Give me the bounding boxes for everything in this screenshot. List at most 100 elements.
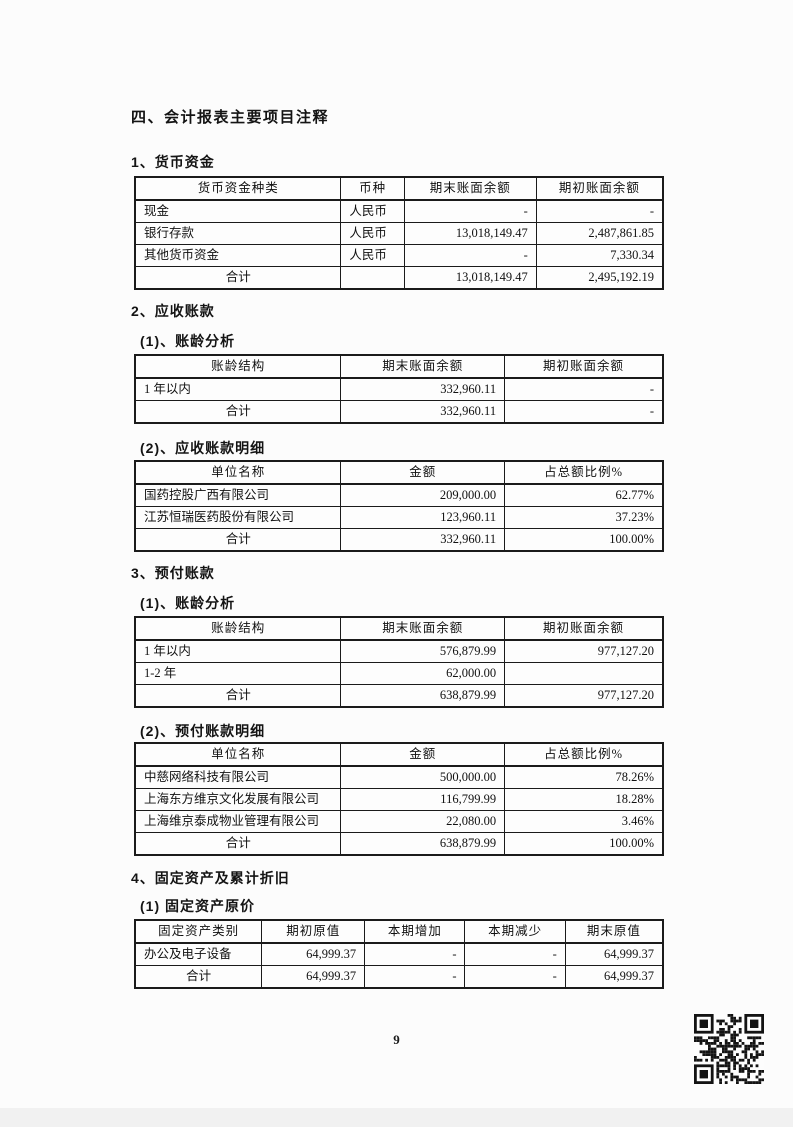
scan-edge [0, 1108, 793, 1127]
table-cell: 977,127.20 [504, 639, 664, 663]
table-cell: 13,018,149.47 [403, 266, 537, 290]
header-row: 单位名称 金额 占总额比例% [134, 742, 664, 767]
table-cell: 638,879.99 [340, 832, 506, 856]
table-cell: 合计 [134, 832, 342, 856]
table-cell: 78.26% [504, 765, 664, 789]
table-prepaid-aging: 账龄结构 期末账面余额 期初账面余额 1 年以内 576,879.99 977,127.2… [134, 616, 664, 708]
table-cell: 1 年以内 [134, 639, 342, 663]
column-header: 期末账面余额 [403, 176, 537, 201]
table-cell: 人民币 [340, 222, 405, 245]
table-cell: 332,960.11 [340, 377, 506, 401]
subsection-heading-fixed-assets-cost: (1) 固定资产原价 [140, 898, 255, 914]
table-cell: 638,879.99 [340, 684, 506, 708]
table-cell: - [464, 965, 566, 989]
table-cell: 人民币 [340, 199, 405, 223]
column-header: 固定资产类别 [134, 919, 263, 944]
page-number: 9 [393, 1032, 400, 1047]
table-row: 办公及电子设备 64,999.37- -64,999.37 [134, 942, 664, 966]
column-header: 金额 [340, 742, 506, 767]
table-row: 1-2 年 62,000.00 [134, 662, 664, 685]
table-cell: - [364, 942, 466, 966]
table-row: 江苏恒瑞医药股份有限公司 123,960.11 37.23% [134, 506, 664, 529]
table-cell: 64,999.37 [261, 965, 366, 989]
subsection-heading-prepaid-aging: (1)、账龄分析 [140, 595, 236, 611]
table-cell: 2,495,192.19 [535, 266, 664, 290]
total-row: 合计 64,999.37- -64,999.37 [134, 965, 664, 989]
table-cell: 100.00% [504, 832, 664, 856]
table-cell: 上海东方维京文化发展有限公司 [134, 788, 342, 811]
table-prepaid-detail: 单位名称 金额 占总额比例% 中慈网络科技有限公司 500,000.00 78.26% 上海… [134, 742, 664, 856]
column-header: 占总额比例% [504, 742, 664, 767]
section-heading-fixed-assets: 4、固定资产及累计折旧 [131, 870, 290, 886]
table-cell: 64,999.37 [564, 965, 664, 989]
column-header: 期末账面余额 [340, 616, 506, 641]
table-monetary-funds: 货币资金种类 币种 期末账面余额 期初账面余额 现金 人民币 - - 银行存款 人民币 13,018… [134, 176, 664, 290]
header-row: 单位名称 金额 占总额比例% [134, 460, 664, 485]
table-row: 上海维京泰成物业管理有限公司 22,080.00 3.46% [134, 810, 664, 833]
table-cell: - [504, 400, 664, 424]
table-cell: 办公及电子设备 [134, 942, 263, 966]
table-cell: 合计 [134, 684, 342, 708]
table-fixed-assets-cost: 固定资产类别 期初原值 本期增加 本期减少 期末原值 办公及电子设备 64,999.37- -… [134, 919, 664, 989]
table-row: 1 年以内 332,960.11- [134, 377, 664, 401]
table-cell: 332,960.11 [340, 528, 506, 552]
table-cell: 2,487,861.85 [535, 222, 664, 245]
table-cell: 62,000.00 [340, 662, 506, 685]
column-header: 币种 [340, 176, 405, 201]
table-cell: 江苏恒瑞医药股份有限公司 [134, 506, 342, 529]
table-cell: 116,799.99 [340, 788, 506, 811]
column-header: 单位名称 [134, 742, 342, 767]
table-cell: 62.77% [504, 483, 664, 507]
table-cell: 332,960.11 [340, 400, 506, 424]
section-heading-monetary-funds: 1、货币资金 [131, 154, 215, 170]
table-cell: 上海维京泰成物业管理有限公司 [134, 810, 342, 833]
table-cell: - [535, 199, 664, 223]
column-header: 单位名称 [134, 460, 342, 485]
table-cell: 银行存款 [134, 222, 342, 245]
table-cell: - [403, 199, 537, 223]
table-cell: 中慈网络科技有限公司 [134, 765, 342, 789]
table-cell: 977,127.20 [504, 684, 664, 708]
column-header: 期末账面余额 [340, 354, 506, 379]
table-cell: 合计 [134, 528, 342, 552]
table-cell: 37.23% [504, 506, 664, 529]
table-cell: - [403, 244, 537, 267]
table-cell: 合计 [134, 400, 342, 424]
total-row: 合计 638,879.99 100.00% [134, 832, 664, 856]
column-header: 占总额比例% [504, 460, 664, 485]
section-heading-prepayments: 3、预付账款 [131, 565, 215, 581]
table-cell: 7,330.34 [535, 244, 664, 267]
table-cell: 13,018,149.47 [403, 222, 537, 245]
column-header: 本期增加 [364, 919, 466, 944]
header-row: 货币资金种类 币种 期末账面余额 期初账面余额 [134, 176, 664, 201]
qr-code-icon [694, 1014, 764, 1084]
table-cell: - [364, 965, 466, 989]
table-cell: 64,999.37 [261, 942, 366, 966]
table-cell: 500,000.00 [340, 765, 506, 789]
header-row: 账龄结构 期末账面余额 期初账面余额 [134, 354, 664, 379]
table-cell: 3.46% [504, 810, 664, 833]
table-cell: 合计 [134, 965, 263, 989]
column-header: 本期减少 [464, 919, 566, 944]
page-title: 四、会计报表主要项目注释 [131, 109, 330, 126]
table-cell [340, 266, 405, 290]
table-row: 现金 人民币 - - [134, 199, 664, 223]
column-header: 期末原值 [564, 919, 664, 944]
table-ar-aging: 账龄结构 期末账面余额 期初账面余额 1 年以内 332,960.11- 合计 332,96… [134, 354, 664, 424]
table-cell: 100.00% [504, 528, 664, 552]
table-cell: 国药控股广西有限公司 [134, 483, 342, 507]
table-row: 其他货币资金 人民币 -7,330.34 [134, 244, 664, 267]
total-row: 合计 638,879.99 977,127.20 [134, 684, 664, 708]
table-cell: 209,000.00 [340, 483, 506, 507]
table-cell: - [504, 377, 664, 401]
column-header: 货币资金种类 [134, 176, 342, 201]
column-header: 账龄结构 [134, 354, 342, 379]
table-row: 1 年以内 576,879.99 977,127.20 [134, 639, 664, 663]
column-header: 期初账面余额 [535, 176, 664, 201]
column-header: 金额 [340, 460, 506, 485]
column-header: 期初账面余额 [504, 616, 664, 641]
column-header: 期初账面余额 [504, 354, 664, 379]
total-row: 合计 332,960.11 100.00% [134, 528, 664, 552]
subsection-heading-ar-aging: (1)、账龄分析 [140, 333, 236, 349]
